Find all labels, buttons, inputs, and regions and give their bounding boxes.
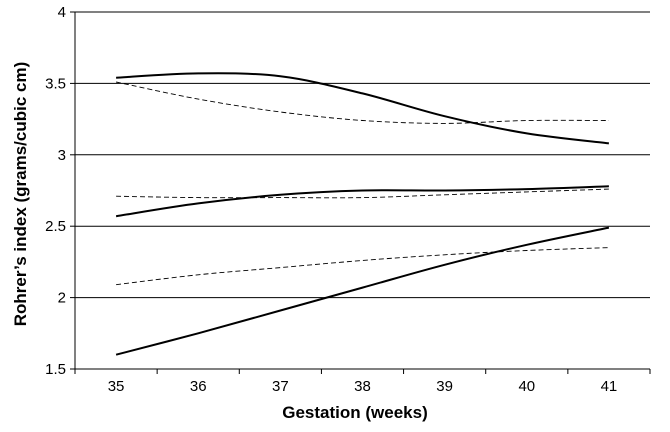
y-tick-label: 4 [58,4,66,21]
y-axis-title: Rohrer’s index (grams/cubic cm) [11,62,30,327]
x-tick-label: 35 [108,378,125,395]
dashed-series-line-4 [116,81,609,124]
x-tick-label: 39 [436,378,453,395]
x-tick-label: 37 [272,378,289,395]
solid-series-line-2 [115,185,609,218]
x-axis-title: Gestation (weeks) [282,403,428,422]
y-tick-label: 3 [58,147,66,164]
y-tick-label: 2.5 [45,218,66,235]
y-tick-label: 1.5 [45,361,66,378]
solid-series-line-3 [115,226,610,356]
x-tick-label: 41 [601,378,618,395]
y-tick-label: 3.5 [45,75,66,92]
y-tick-label: 2 [58,290,66,307]
series-lines [115,72,610,356]
dashed-series-line-5 [116,188,609,199]
x-tick-label: 36 [190,378,207,395]
y-tick-labels: 1.5 2 2.5 3 3.5 4 [45,4,66,378]
x-tick-label: 38 [354,378,371,395]
x-tick-label: 40 [518,378,535,395]
dashed-series-line-6 [116,247,609,286]
x-tick-labels: 35 36 37 38 39 40 41 [108,378,618,395]
solid-series-line-1 [116,72,610,145]
axes [70,11,651,374]
